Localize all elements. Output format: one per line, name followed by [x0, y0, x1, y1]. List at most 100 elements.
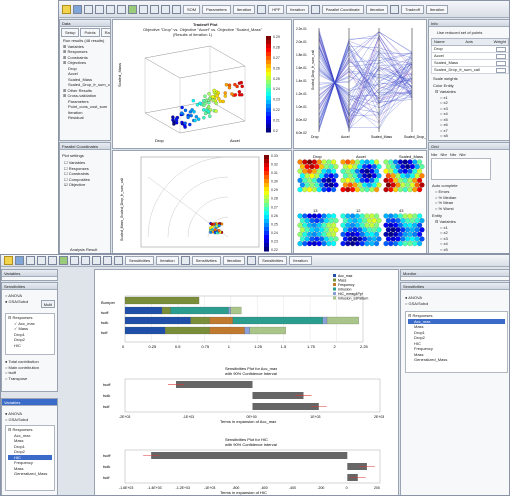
toolbar-parallel-coordinate-button[interactable]: Parallel Coordinate — [321, 4, 364, 14]
print-icon[interactable] — [70, 256, 79, 265]
response-item[interactable]: Mass — [14, 465, 24, 471]
folder-icon[interactable] — [4, 256, 13, 265]
toolbar-iteration-select[interactable]: Iteration — [289, 256, 312, 265]
color-entity-item[interactable]: ○ x3 — [440, 105, 448, 111]
data-tree-item[interactable]: ⊞ Variables — [63, 43, 84, 49]
toolbar-iteration-select[interactable]: Iteration — [222, 256, 246, 265]
response-item[interactable]: ✓ Mass — [14, 326, 29, 331]
color-entity-item[interactable]: ○ x6 — [440, 122, 448, 127]
method-radio[interactable]: ● ANOVA — [5, 411, 23, 416]
entity-item[interactable]: ○ x3 — [440, 235, 448, 241]
scale-weights-check[interactable]: Scale weights — [433, 76, 458, 81]
weights-table-row[interactable]: Drop — [431, 46, 509, 53]
table-icon[interactable] — [172, 4, 181, 14]
toolbar-iteration-select[interactable]: Iteration — [156, 256, 179, 265]
data-tree-item[interactable]: Scaled_Mass — [68, 76, 93, 82]
grid-icon[interactable] — [128, 4, 137, 14]
tab-points[interactable]: Points — [80, 28, 100, 37]
grid-table[interactable] — [431, 158, 491, 180]
toolbar-som-button[interactable]: SOM — [183, 4, 201, 14]
weight-spinner[interactable] — [496, 67, 506, 73]
method-radio[interactable]: ● ANOVA — [405, 295, 423, 300]
fit-icon[interactable] — [48, 256, 57, 265]
toolbar-iteration-select[interactable]: Iteration — [286, 4, 309, 14]
tab-setup[interactable]: Setup — [61, 28, 80, 37]
data-tree-item[interactable]: Iteration — [68, 109, 83, 115]
toolbar-tradeoff-button[interactable]: Tradeoff — [401, 4, 424, 14]
entity-item[interactable]: ○ x5 — [440, 246, 448, 252]
copy-icon[interactable] — [150, 4, 159, 14]
som-hexagon-maps[interactable]: Drop Accel Scaled_Mass 13 12 43 — [294, 151, 426, 254]
data-tree-item[interactable]: Drop — [68, 65, 77, 71]
grid-column-header[interactable]: Nbr — [459, 152, 466, 157]
entity-item[interactable]: ○ x2 — [440, 230, 448, 235]
color-entity-item[interactable]: ○ x2 — [440, 100, 448, 105]
entity-item[interactable]: ○ x4 — [440, 241, 448, 246]
color-entity-item[interactable]: ○ x4 — [440, 111, 448, 116]
stacked-sensitivity-chart[interactable]: 0 0.25 0.5 0.75 1 1.25 1.5 1.75 2 2.25 Bumper tsoff… — [95, 270, 398, 364]
chart-icon[interactable] — [73, 4, 82, 14]
toolbar-parameters-button[interactable]: Parameters — [202, 4, 231, 14]
tradeoff-icon[interactable] — [390, 4, 400, 14]
response-item[interactable]: HIC — [414, 340, 421, 346]
method-radio[interactable]: ○ ANOVA — [5, 293, 23, 298]
bar-chart-icon[interactable] — [114, 256, 123, 265]
pc-option-item[interactable]: ☐ Responses — [64, 165, 89, 171]
response-item[interactable]: ⊟ Responses — [8, 427, 33, 432]
cursor-icon[interactable] — [84, 4, 93, 14]
color-entity-item[interactable]: ○ x5 — [440, 116, 448, 122]
color-entity-item[interactable]: ○ x7 — [440, 127, 448, 133]
toolbar-sensitivities-button[interactable]: Sensitivities — [125, 256, 155, 265]
export-icon[interactable] — [92, 256, 101, 265]
multi-button[interactable]: Multi — [41, 300, 55, 308]
color-option-item[interactable]: ○ % Median — [435, 194, 457, 200]
grid-column-header[interactable]: Nbr — [440, 152, 447, 157]
method-radio[interactable]: ○ GSA/Sobol — [405, 300, 429, 306]
contribution-option[interactable]: ○ tsoff — [5, 370, 17, 375]
grid-column-header[interactable]: Nbr — [431, 152, 438, 157]
method-radio[interactable]: ● GSA/Sobol — [5, 298, 29, 304]
pc-option-item[interactable]: ☐ Composites — [64, 176, 90, 182]
data-tree-item[interactable]: ⊞ Objectives — [63, 60, 87, 65]
hpf-icon[interactable] — [257, 4, 267, 14]
response-item[interactable]: Frequency — [14, 460, 33, 465]
color-option-item[interactable]: ○ Errors — [435, 189, 450, 194]
color-option-item[interactable]: ○ % Worst — [435, 205, 454, 211]
entity-item[interactable]: ○ x1 — [440, 224, 448, 230]
weight-spinner[interactable] — [496, 60, 506, 66]
weights-table-row[interactable]: Accel — [431, 53, 509, 60]
toolbar-hpf-button[interactable]: HPF — [268, 4, 285, 14]
pc-option-item[interactable]: ☑ Objective — [64, 182, 86, 187]
response-item[interactable]: Drop1 — [14, 331, 25, 337]
response-item[interactable]: Mass — [14, 438, 24, 443]
pc-option-item[interactable]: ☐ Variables — [64, 160, 86, 165]
entity-item[interactable]: ○ x6 — [435, 252, 456, 253]
print-icon[interactable] — [139, 4, 148, 14]
response-item[interactable]: Acc_max — [14, 432, 31, 438]
response-item[interactable]: ⊟ Responses — [408, 313, 433, 318]
toolbar-iteration-select[interactable]: Iteration — [425, 4, 449, 14]
color-option-item[interactable]: ○ % Mean — [435, 200, 454, 205]
bar-chart-icon[interactable] — [180, 256, 190, 265]
pc-option-item[interactable]: ☐ Constraints — [64, 171, 89, 176]
data-tree-item[interactable]: ⊞ Other Results — [63, 87, 92, 93]
toolbar-sensitivities-button[interactable]: Sensitivities — [258, 256, 288, 265]
parallel-coordinates-plot[interactable]: 2.2e-01 2.0e-01 1.8e-01 1.6e-01 1.4e-01 1.2e-… — [294, 20, 426, 148]
fit-icon[interactable] — [117, 4, 126, 14]
folder-icon[interactable] — [62, 4, 71, 14]
toolbar-sensitivities-button[interactable]: Sensitivities — [191, 256, 221, 265]
response-item[interactable]: ⊟ Responses — [8, 315, 33, 320]
contribution-option[interactable]: ● Total contribution — [5, 359, 39, 364]
response-item[interactable]: HIC — [8, 454, 52, 460]
bar-chart-icon[interactable] — [247, 256, 257, 265]
toolbar-iteration-select[interactable]: Iteration — [365, 4, 389, 14]
weights-table-row[interactable]: Scaled_Mass — [431, 60, 509, 67]
color-entity-item[interactable]: ○ x1 — [440, 94, 448, 100]
zoom-out-icon[interactable] — [37, 256, 46, 265]
response-item[interactable]: Frequency — [414, 346, 433, 351]
tab-ranges[interactable]: Ranges — [100, 28, 110, 37]
data-tree-item[interactable]: Point_cons_cost_sum — [68, 104, 108, 109]
method-radio[interactable]: ○ GSA/Sobol — [5, 416, 29, 422]
data-tree-item[interactable]: Residual — [68, 115, 84, 120]
